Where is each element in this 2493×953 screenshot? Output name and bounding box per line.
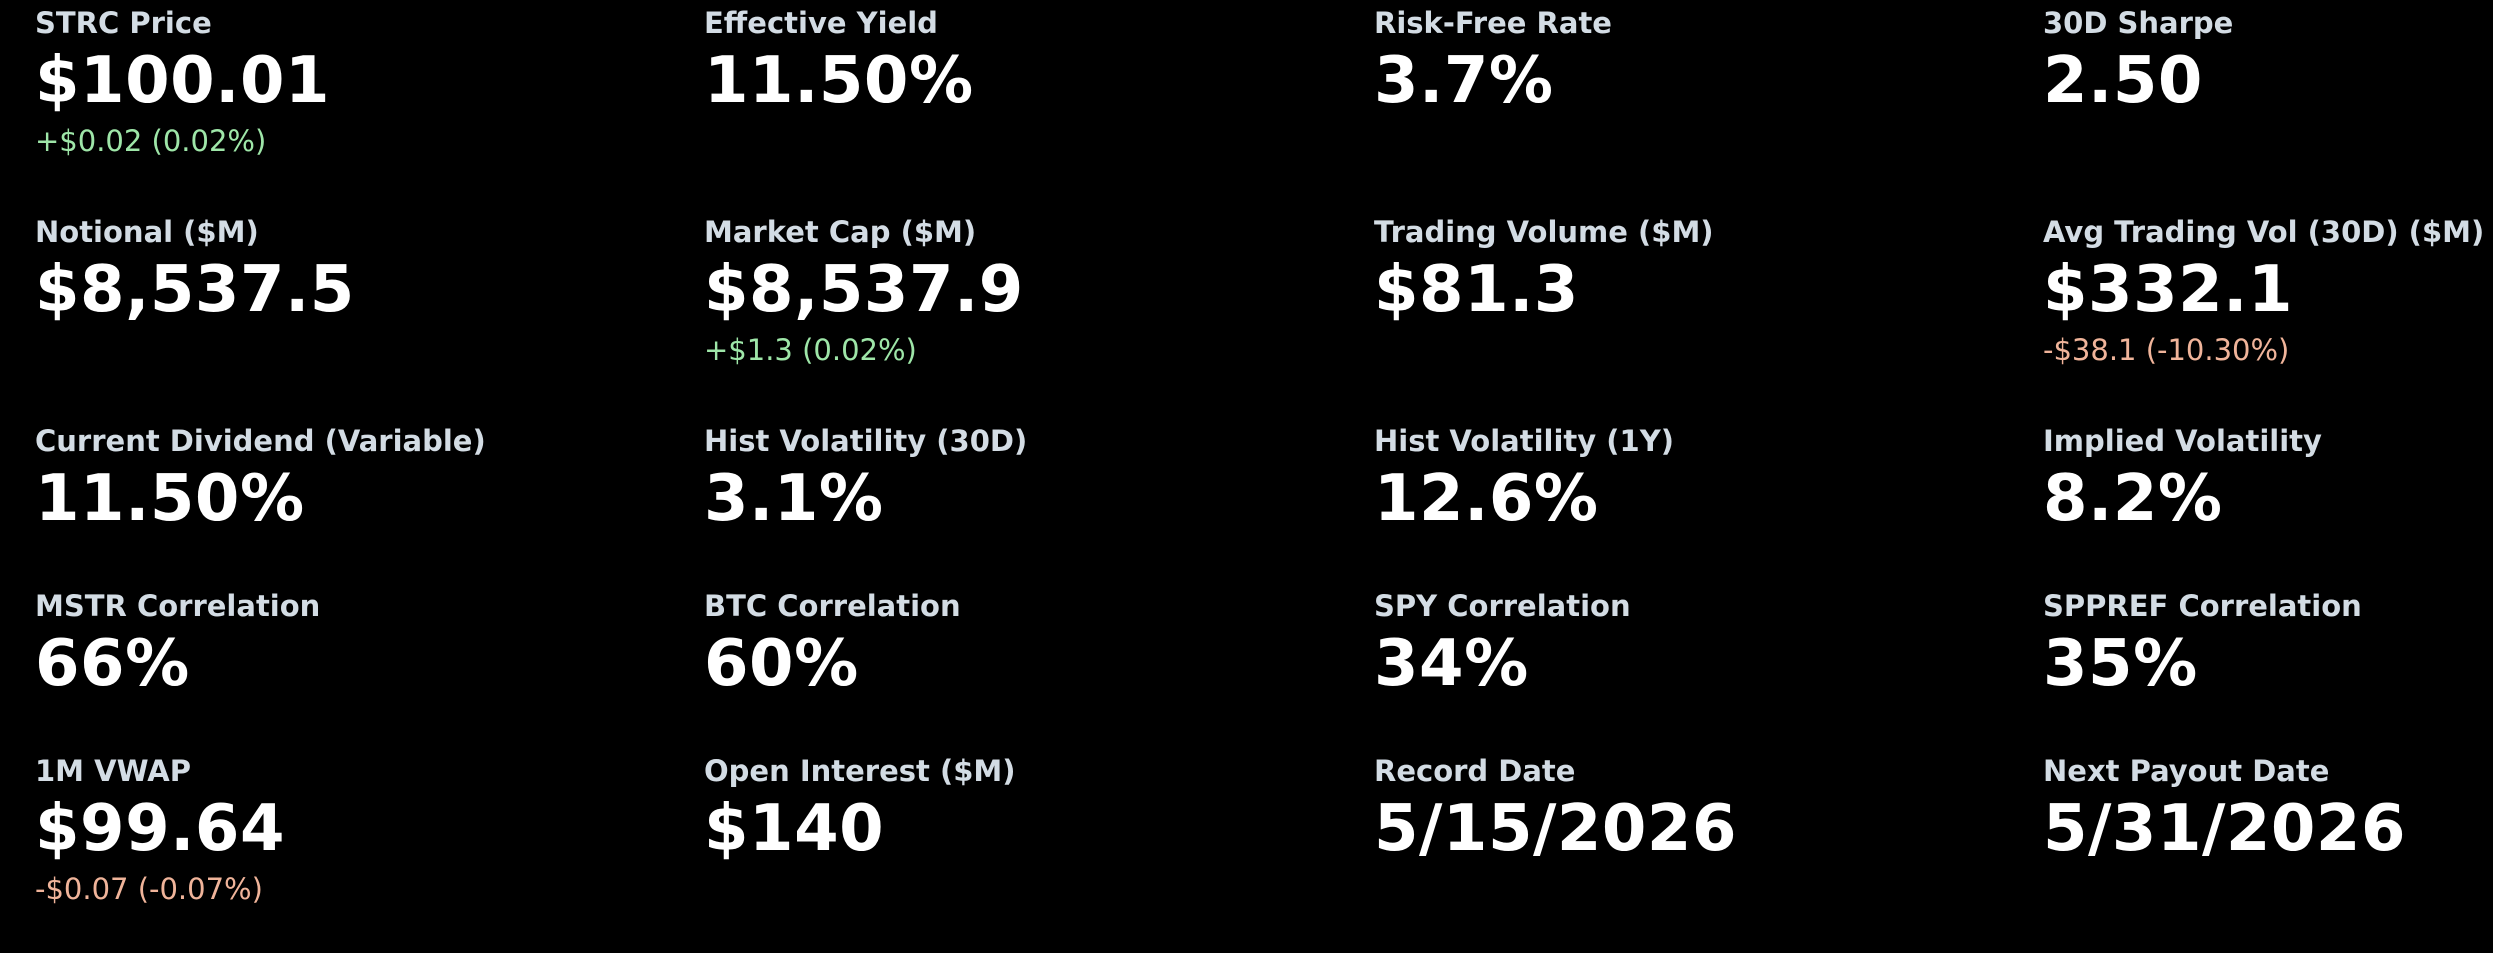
metric-label: Open Interest ($M): [704, 754, 1016, 788]
metric-value: $81.3: [1374, 253, 1579, 327]
metric-strc-price: STRC Price $100.01 +$0.02 (0.02%): [35, 6, 675, 158]
metric-next-payout-date: Next Payout Date 5/31/2026: [2043, 754, 2493, 868]
metric-btc-correlation: BTC Correlation 60%: [704, 589, 1344, 703]
metric-value: $8,537.5: [35, 253, 355, 327]
metric-value: $8,537.9: [704, 253, 1024, 327]
metric-label: 30D Sharpe: [2043, 6, 2234, 40]
metric-value: 12.6%: [1374, 462, 1599, 536]
metric-trading-volume: Trading Volume ($M) $81.3: [1374, 215, 2014, 329]
metric-value: 60%: [704, 627, 859, 701]
metric-value: 2.50: [2043, 44, 2203, 118]
metric-record-date: Record Date 5/15/2026: [1374, 754, 2014, 868]
metric-label: Current Dividend (Variable): [35, 424, 486, 458]
metric-value: 11.50%: [704, 44, 974, 118]
metric-value: 66%: [35, 627, 190, 701]
metric-label: 1M VWAP: [35, 754, 191, 788]
metric-change: -$0.07 (-0.07%): [35, 872, 263, 906]
metric-value: 8.2%: [2043, 462, 2223, 536]
metric-value: 5/15/2026: [1374, 792, 1737, 866]
metric-value: $99.64: [35, 792, 285, 866]
metric-value: $100.01: [35, 44, 330, 118]
metric-label: Notional ($M): [35, 215, 259, 249]
metric-value: $332.1: [2043, 253, 2293, 327]
metric-avg-trading-vol: Avg Trading Vol (30D) ($M) $332.1 -$38.1…: [2043, 215, 2493, 367]
metric-label: MSTR Correlation: [35, 589, 321, 623]
metric-1m-vwap: 1M VWAP $99.64 -$0.07 (-0.07%): [35, 754, 675, 906]
metric-label: Implied Volatility: [2043, 424, 2322, 458]
metric-change: +$1.3 (0.02%): [704, 333, 917, 367]
metric-change: -$38.1 (-10.30%): [2043, 333, 2290, 367]
metric-label: Effective Yield: [704, 6, 938, 40]
metric-value: $140: [704, 792, 885, 866]
metric-label: Record Date: [1374, 754, 1576, 788]
metric-label: BTC Correlation: [704, 589, 961, 623]
metric-sppref-correlation: SPPREF Correlation 35%: [2043, 589, 2493, 703]
metric-market-cap: Market Cap ($M) $8,537.9 +$1.3 (0.02%): [704, 215, 1344, 367]
metric-label: STRC Price: [35, 6, 212, 40]
metric-open-interest: Open Interest ($M) $140: [704, 754, 1344, 868]
metric-value: 35%: [2043, 627, 2198, 701]
metric-value: 3.1%: [704, 462, 884, 536]
metric-label: Trading Volume ($M): [1374, 215, 1714, 249]
metric-mstr-correlation: MSTR Correlation 66%: [35, 589, 675, 703]
metric-30d-sharpe: 30D Sharpe 2.50: [2043, 6, 2493, 120]
metric-label: SPPREF Correlation: [2043, 589, 2362, 623]
metric-current-dividend: Current Dividend (Variable) 11.50%: [35, 424, 675, 538]
metric-risk-free-rate: Risk-Free Rate 3.7%: [1374, 6, 2014, 120]
metric-label: Risk-Free Rate: [1374, 6, 1612, 40]
metric-value: 5/31/2026: [2043, 792, 2406, 866]
metric-effective-yield: Effective Yield 11.50%: [704, 6, 1344, 120]
metric-hist-volatility-1y: Hist Volatility (1Y) 12.6%: [1374, 424, 2014, 538]
metric-label: SPY Correlation: [1374, 589, 1631, 623]
metric-label: Avg Trading Vol (30D) ($M): [2043, 215, 2485, 249]
metric-implied-volatility: Implied Volatility 8.2%: [2043, 424, 2493, 538]
metric-change: +$0.02 (0.02%): [35, 124, 267, 158]
metric-notional: Notional ($M) $8,537.5: [35, 215, 675, 329]
metric-value: 11.50%: [35, 462, 305, 536]
metric-label: Market Cap ($M): [704, 215, 977, 249]
metric-value: 34%: [1374, 627, 1529, 701]
metric-label: Hist Volatility (1Y): [1374, 424, 1674, 458]
metric-hist-volatility-30d: Hist Volatility (30D) 3.1%: [704, 424, 1344, 538]
metric-value: 3.7%: [1374, 44, 1554, 118]
metric-label: Next Payout Date: [2043, 754, 2330, 788]
metric-label: Hist Volatility (30D): [704, 424, 1028, 458]
metric-spy-correlation: SPY Correlation 34%: [1374, 589, 2014, 703]
